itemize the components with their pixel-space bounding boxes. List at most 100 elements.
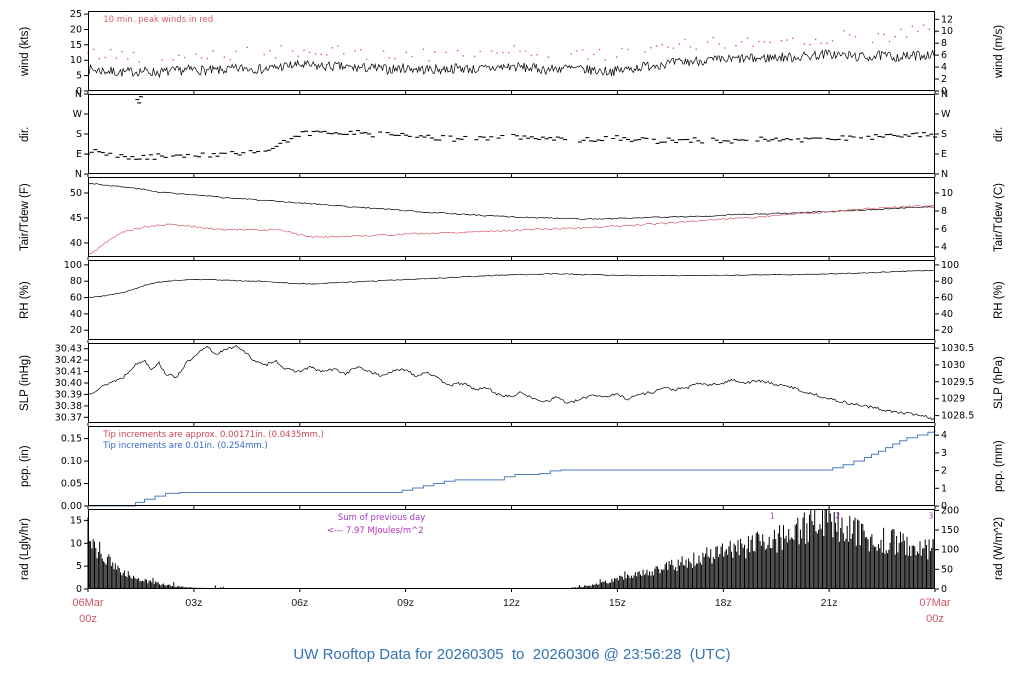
x-tick-06z: 06z [291, 597, 309, 609]
svg-text:5: 5 [76, 71, 82, 82]
axis-label-pcp-mm: pcp. (mm) [993, 440, 1005, 492]
svg-text:4: 4 [941, 62, 947, 73]
svg-text:60: 60 [941, 293, 953, 304]
axis-label-pcp-in: pcp. (in) [19, 445, 31, 487]
axis-label-rad-wm2: rad (W/m^2) [993, 517, 1005, 581]
x-axis-ticks [87, 340, 936, 343]
svg-text:4: 4 [941, 430, 947, 441]
axis-label-rh-left: RH (%) [19, 281, 31, 319]
right-axis-ticks: 1028.5 1029 1029.5 1030 1030.5 [935, 343, 974, 422]
x-start-hour: 00z [79, 613, 97, 625]
svg-text:1030: 1030 [941, 360, 965, 371]
annotation: <--- 7.97 MJoules/m^2 [327, 526, 424, 536]
svg-text:0: 0 [941, 501, 947, 512]
axis-label-rh-right: RH (%) [993, 281, 1005, 319]
axis-label-dir-right: dir. [993, 126, 1005, 142]
svg-text:40: 40 [70, 309, 82, 320]
figure-title: UW Rooftop Data for 20260305 to 20260306… [293, 646, 731, 663]
svg-text:100: 100 [941, 260, 959, 271]
series-slp [87, 344, 936, 421]
series-wind-direction [86, 96, 937, 160]
panel-frame [88, 509, 935, 589]
panel-frame [88, 260, 935, 340]
svg-text:60: 60 [70, 293, 82, 304]
svg-text:4: 4 [941, 242, 947, 253]
svg-text:25: 25 [70, 9, 82, 20]
svg-text:0: 0 [941, 86, 947, 97]
right-axis-ticks: 4 6 8 10 [935, 188, 953, 253]
panel-frame [88, 94, 935, 174]
axis-label-wind-ms: wind (m/s) [993, 24, 1005, 78]
x-tick-12z: 12z [503, 597, 520, 609]
x-axis-ticks [87, 91, 936, 94]
svg-text:0.10: 0.10 [61, 456, 82, 467]
svg-text:20: 20 [70, 325, 82, 336]
svg-text:40: 40 [70, 238, 82, 249]
left-axis-ticks: 0 5 10 15 20 25 [70, 9, 88, 97]
annotation: 1 [770, 511, 775, 520]
svg-text:2: 2 [941, 74, 947, 85]
x-tick-18z: 18z [714, 597, 732, 609]
svg-text:W: W [73, 109, 83, 120]
axis-label-tair-c: Tair/Tdew (C) [993, 182, 1005, 252]
svg-text:S: S [76, 129, 82, 140]
panel-temperature: 40 45 50 4 6 8 10 [70, 177, 953, 260]
svg-text:80: 80 [70, 276, 82, 287]
x-axis-ticks [87, 423, 936, 426]
svg-text:0: 0 [941, 584, 947, 595]
svg-text:6: 6 [941, 224, 947, 235]
left-axis-ticks: 40 45 50 [70, 188, 88, 249]
svg-text:2: 2 [941, 466, 947, 477]
svg-text:6: 6 [941, 50, 947, 61]
svg-text:0.00: 0.00 [61, 501, 82, 512]
annotation: 10 min. peak winds in red [103, 15, 213, 25]
svg-text:12: 12 [941, 14, 953, 25]
x-end-date: 07Mar [919, 597, 951, 609]
series-wind-avg [87, 49, 936, 79]
x-tick-03z: 03z [185, 597, 203, 609]
x-axis-ticks [87, 257, 936, 260]
series-solar-rad [87, 509, 935, 589]
svg-text:30.40: 30.40 [55, 378, 82, 389]
series-tdew [87, 204, 936, 256]
svg-text:E: E [76, 149, 82, 160]
panel-precip: 0.00 0.05 0.10 0.15 0 1 2 3 4 Tip increments are … [61, 426, 947, 512]
svg-text:80: 80 [941, 276, 953, 287]
svg-text:30.38: 30.38 [55, 401, 82, 412]
annotation: 3 [928, 511, 933, 520]
svg-text:0.15: 0.15 [61, 434, 82, 445]
svg-text:N: N [75, 169, 82, 180]
svg-text:3: 3 [941, 448, 947, 459]
svg-text:30.42: 30.42 [55, 355, 82, 366]
right-axis-ticks: 0 1 2 3 4 [935, 430, 947, 512]
svg-text:W: W [941, 109, 951, 120]
svg-text:150: 150 [941, 525, 959, 536]
svg-text:1029.5: 1029.5 [941, 377, 974, 388]
annotation: 2 [835, 511, 840, 520]
svg-text:1029: 1029 [941, 394, 965, 405]
svg-text:1: 1 [941, 483, 947, 494]
axis-label-tair-f: Tair/Tdew (F) [19, 183, 31, 251]
svg-text:200: 200 [941, 505, 959, 516]
axis-label-slp-inhg: SLP (inHg) [19, 354, 31, 412]
svg-text:100: 100 [64, 260, 82, 271]
axis-label-rad-lgly: rad (Lgly/hr) [19, 518, 31, 580]
series-precip-accum [88, 430, 936, 507]
svg-text:30.37: 30.37 [55, 412, 82, 423]
panel-humidity: 20 40 60 80 100 20 40 60 80 100 [64, 260, 959, 343]
svg-text:30.39: 30.39 [55, 389, 82, 400]
svg-text:E: E [941, 149, 947, 160]
svg-text:10: 10 [70, 55, 82, 66]
svg-text:30.41: 30.41 [55, 367, 82, 378]
svg-text:S: S [941, 129, 947, 140]
svg-text:30.43: 30.43 [55, 344, 82, 355]
svg-text:1030.5: 1030.5 [941, 343, 974, 354]
panel-frame [88, 11, 935, 91]
left-axis-ticks: 20 40 60 80 100 [64, 260, 88, 336]
